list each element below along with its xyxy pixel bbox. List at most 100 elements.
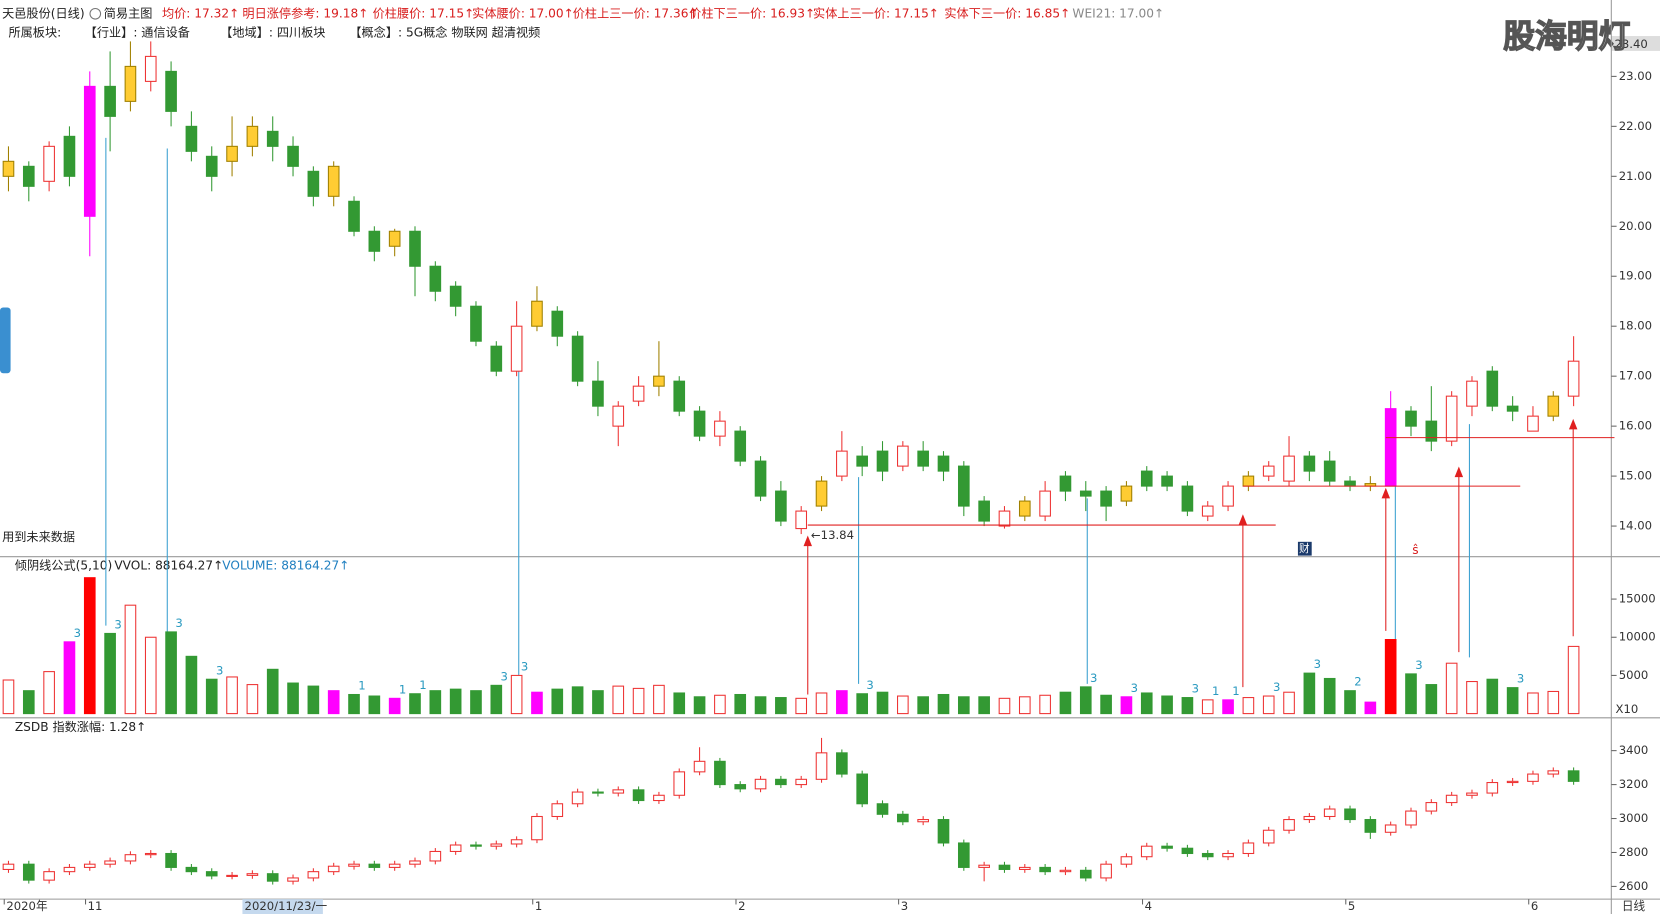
- candle-body: [409, 860, 421, 865]
- signal-label: 1: [1232, 684, 1239, 698]
- candle-body: [1120, 485, 1133, 502]
- indicator: 均价: 17.32↑: [162, 6, 239, 20]
- candle-body: [897, 813, 909, 823]
- y-tick-label: 22.00: [1619, 119, 1652, 133]
- candle-body: [795, 778, 808, 786]
- candle-body: [897, 445, 909, 467]
- candle-body: [388, 230, 401, 247]
- sector: 【概念】: 5G概念 物联网 超清视频: [349, 24, 540, 39]
- candle-body: [632, 385, 645, 402]
- volume-readout: VOLUME: 88164.27↑: [222, 559, 349, 573]
- volume-bar: [998, 697, 1011, 715]
- candle-body: [1486, 370, 1499, 407]
- y-tick-label: 19.00: [1619, 269, 1652, 283]
- y-tick-label: 15.00: [1619, 469, 1652, 483]
- candle-body: [2, 863, 15, 870]
- candle-body: [287, 145, 299, 167]
- volume-bar: [1364, 701, 1377, 715]
- volume-bar: [1079, 686, 1092, 715]
- volume-bar: [104, 632, 116, 715]
- period[interactable]: 日线: [1622, 899, 1646, 913]
- candle-body: [937, 455, 950, 472]
- candle-body: [795, 510, 808, 530]
- view-name[interactable]: 简易主图: [104, 6, 153, 20]
- candle-body: [1181, 847, 1194, 855]
- volume-bar: [246, 684, 259, 715]
- candle-body: [1506, 780, 1519, 784]
- indicator: 价柱下三一价: 16.93↑: [689, 5, 815, 20]
- volume-bar: [307, 685, 320, 715]
- candle-body: [632, 789, 645, 802]
- candle-body: [327, 865, 340, 873]
- watermark: 股海明灯: [1503, 19, 1630, 55]
- candle-body: [449, 285, 462, 307]
- sector: 【行业】: 通信设备: [85, 25, 190, 39]
- volume-bar: [551, 688, 564, 715]
- candle-body: [1486, 782, 1499, 794]
- signal-label: 3: [175, 616, 182, 630]
- volume-bar: [43, 671, 55, 715]
- candle-body: [856, 773, 869, 805]
- candle-body: [1303, 815, 1316, 821]
- candle-body: [470, 305, 482, 342]
- side-tab[interactable]: [0, 307, 11, 374]
- cursor-date: 2020/11/23/一: [245, 899, 328, 913]
- candle-body: [22, 863, 35, 881]
- volume-readout: VVOL: 88164.27↑: [114, 559, 223, 573]
- candle-body: [775, 778, 787, 786]
- candle-body: [1323, 460, 1336, 482]
- arrow-head: [803, 535, 813, 547]
- candle-body: [1018, 500, 1031, 517]
- volume-bar: [1527, 692, 1539, 715]
- volume-bar: [449, 688, 462, 715]
- candle-body: [266, 130, 279, 147]
- volume-bar: [2, 679, 15, 715]
- candle-body: [551, 310, 564, 337]
- y-tick-label: 21.00: [1619, 169, 1652, 183]
- volume-bar: [917, 696, 929, 715]
- x-tick-label: 5: [1348, 899, 1355, 913]
- candle-body: [714, 760, 726, 786]
- candle-body: [531, 815, 543, 841]
- volume-bar: [1059, 691, 1072, 715]
- signal-label: 3: [1517, 672, 1524, 686]
- view-icon[interactable]: [89, 7, 102, 20]
- low-label: ←13.84: [811, 528, 854, 542]
- candle-body: [1527, 415, 1539, 432]
- indicator: 价柱腰价: 17.15↑: [373, 5, 475, 20]
- y-tick-label: 15000: [1619, 592, 1656, 606]
- candle-body: [1466, 380, 1478, 407]
- y-tick-label: 3400: [1619, 743, 1649, 757]
- y-tick-label: 3200: [1619, 777, 1649, 791]
- volume-bar: [266, 668, 279, 715]
- volume-bar: [409, 693, 421, 715]
- x-tick-label: 2020年: [6, 899, 48, 913]
- volume-bar: [83, 577, 96, 715]
- header: 天邑股份(日线) 简易主图 均价: 17.32↑ 明日涨停参考: 19.18↑ …: [2, 5, 1164, 39]
- candle-body: [734, 784, 747, 790]
- volume-bar: [1384, 639, 1397, 715]
- candle-body: [1201, 505, 1214, 517]
- y-tick-label: 2800: [1619, 845, 1649, 859]
- volume-bar: [795, 697, 808, 715]
- candle-body: [1201, 852, 1214, 858]
- candle-body: [43, 145, 55, 182]
- candle-body: [1262, 829, 1275, 844]
- x-tick-label: 11: [88, 899, 103, 913]
- candle-body: [510, 839, 523, 845]
- candle-body: [754, 460, 767, 497]
- candle-body: [1445, 794, 1458, 804]
- candle-body: [124, 854, 137, 862]
- y-tick-label: 17.00: [1619, 369, 1652, 383]
- volume-bar: [1567, 645, 1580, 715]
- candle-body: [1283, 455, 1295, 482]
- candle-body: [653, 375, 665, 387]
- candle-body: [1466, 792, 1478, 796]
- candle-body: [348, 863, 360, 867]
- candle-body: [1039, 866, 1051, 873]
- arrow-head: [1238, 514, 1248, 525]
- candle-body: [1039, 490, 1051, 517]
- candle-body: [673, 771, 686, 796]
- stock-name: 天邑股份(日线): [2, 6, 84, 20]
